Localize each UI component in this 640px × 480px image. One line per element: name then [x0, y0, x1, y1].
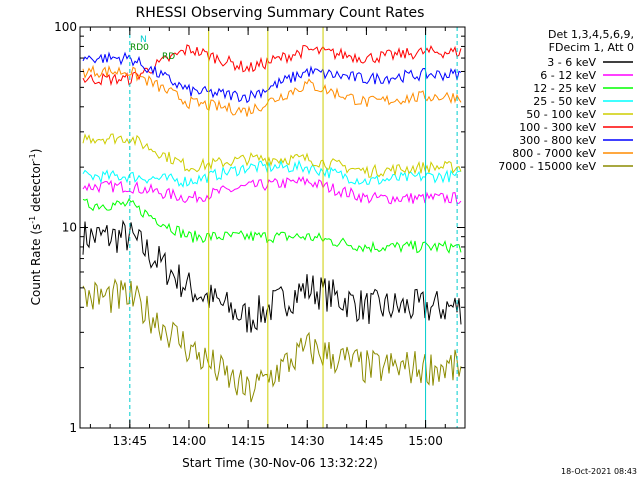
series-line-3	[82, 198, 462, 254]
x-tick-label: 14:45	[349, 434, 384, 448]
series-line-6	[82, 44, 462, 87]
x-tick-label: 14:30	[290, 434, 325, 448]
legend-entry-label: 25 - 50 keV	[533, 95, 596, 108]
y-axis-label-main: Count Rate (s	[29, 224, 43, 306]
y-axis-label-sup2: -1	[28, 153, 37, 161]
y-axis-label-sup: -1	[28, 216, 37, 224]
attenuator-label: RD0	[130, 43, 149, 53]
chart-title: RHESSI Observing Summary Count Rates	[136, 5, 425, 21]
x-axis-label: Start Time (30-Nov-06 13:32:22)	[182, 456, 378, 470]
plot-frame	[79, 26, 466, 429]
series-line-8	[82, 64, 462, 117]
x-tick-label: 13:45	[113, 434, 148, 448]
timestamp: 18-Oct-2021 08:43	[561, 467, 637, 476]
y-tick-label: 1	[69, 421, 77, 435]
legend: Det 1,3,4,5,6,9, FDecim 1, Att 0 3 - 6 k…	[498, 28, 634, 173]
series-line-1	[82, 219, 462, 333]
y-axis-label: Count Rate (s-1 detector-1)	[28, 149, 43, 306]
x-axis-ticks: 13:45 14:00 14:15 14:30 14:45 15:00	[89, 27, 446, 448]
y-tick-label: 100	[54, 20, 77, 34]
y-axis-label-tail: detector	[29, 161, 43, 216]
attenuator-label: N	[140, 35, 147, 45]
x-tick-label: 14:00	[172, 434, 207, 448]
legend-entry-label: 800 - 7000 keV	[512, 147, 596, 160]
y-axis-ticks: 1 10 100	[54, 20, 465, 435]
series-line-4	[82, 159, 461, 188]
legend-header-2: FDecim 1, Att 0	[549, 41, 634, 54]
legend-entry-label: 6 - 12 keV	[540, 69, 596, 82]
plot-lines	[82, 44, 462, 403]
series-line-2	[82, 175, 462, 205]
x-tick-label: 14:15	[231, 434, 266, 448]
series-line-9	[82, 278, 462, 403]
series-line-7	[82, 51, 462, 104]
legend-entry-label: 7000 - 15000 keV	[498, 160, 596, 173]
attenuator-label: RD	[162, 52, 175, 62]
legend-entry-label: 300 - 800 keV	[519, 134, 596, 147]
legend-entry-label: 50 - 100 keV	[526, 108, 596, 121]
x-tick-label: 15:00	[408, 434, 443, 448]
legend-entry-label: 3 - 6 keV	[547, 56, 596, 69]
series-line-5	[82, 133, 462, 178]
y-tick-label: 10	[62, 221, 77, 235]
legend-header-1: Det 1,3,4,5,6,9,	[548, 28, 634, 41]
y-axis-label-close: )	[29, 149, 43, 154]
legend-entry-label: 12 - 25 keV	[533, 82, 596, 95]
legend-entry-label: 100 - 300 keV	[519, 121, 596, 134]
